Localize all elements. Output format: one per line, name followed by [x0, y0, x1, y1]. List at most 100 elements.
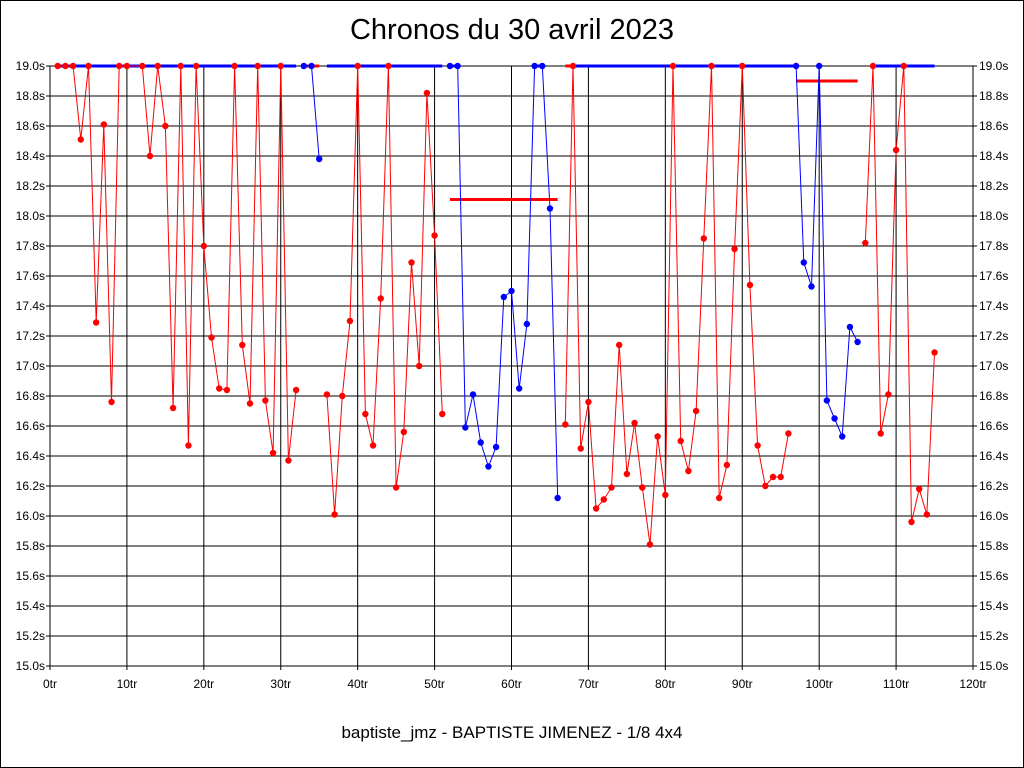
x-tick-label: 0tr	[43, 677, 57, 691]
data-point-red	[408, 259, 415, 266]
data-point-red	[292, 386, 300, 394]
data-point-red	[277, 62, 284, 70]
data-point-red	[692, 407, 700, 415]
data-point-blue	[316, 155, 323, 163]
data-point-red	[323, 391, 331, 398]
data-point-red	[331, 511, 338, 518]
data-point-red	[915, 485, 923, 493]
data-point-red	[85, 62, 92, 70]
y-tick-label-left: 17.6s	[16, 269, 45, 283]
data-point-red	[762, 482, 769, 490]
data-point-red	[739, 62, 746, 70]
data-point-red	[354, 62, 361, 70]
y-tick-label-right: 17.6s	[979, 269, 1008, 283]
data-point-blue	[508, 287, 515, 295]
data-point-red	[646, 541, 654, 548]
data-point-blue	[454, 62, 461, 70]
data-point-red	[685, 467, 692, 475]
data-point-blue	[846, 323, 854, 331]
data-point-red	[208, 334, 215, 341]
data-point-red	[385, 62, 392, 70]
data-point-red	[346, 317, 354, 325]
y-tick-label-right: 19.0s	[979, 59, 1008, 73]
data-point-red	[239, 341, 246, 349]
data-point-red	[569, 62, 577, 70]
data-point-red	[200, 242, 208, 250]
data-point-red	[285, 457, 292, 464]
data-point-red	[869, 62, 877, 70]
data-point-red	[100, 121, 108, 128]
data-point-blue	[531, 62, 538, 70]
data-point-blue	[300, 62, 308, 70]
data-point-red	[62, 62, 69, 70]
data-point-blue	[539, 62, 546, 70]
y-tick-label-left: 17.2s	[16, 329, 45, 343]
y-tick-label-left: 17.0s	[16, 359, 45, 373]
y-tick-label-right: 15.0s	[979, 659, 1008, 673]
data-point-red	[123, 62, 131, 70]
data-point-red	[416, 362, 423, 370]
data-point-blue	[823, 397, 831, 404]
data-point-red	[723, 461, 731, 469]
data-point-red	[900, 62, 907, 70]
y-tick-label-right: 17.8s	[979, 239, 1008, 253]
y-tick-label-right: 17.2s	[979, 329, 1008, 343]
data-point-red	[223, 386, 231, 394]
data-point-red	[877, 430, 884, 437]
y-tick-label-left: 17.8s	[16, 239, 45, 253]
y-tick-label-left: 18.2s	[16, 179, 45, 193]
data-point-red	[177, 62, 184, 70]
data-point-blue	[792, 62, 800, 70]
y-tick-label-left: 17.4s	[16, 299, 45, 313]
data-point-red	[585, 398, 592, 406]
data-point-red	[269, 449, 277, 457]
y-tick-label-left: 15.2s	[16, 629, 45, 643]
data-point-red	[562, 421, 569, 428]
y-tick-label-left: 18.0s	[16, 209, 45, 223]
data-point-blue	[446, 62, 454, 70]
data-point-red	[746, 281, 754, 289]
series-line-red	[326, 65, 443, 515]
data-point-blue	[554, 494, 561, 502]
data-point-red	[431, 232, 438, 239]
x-tick-label: 20tr	[193, 677, 214, 691]
data-point-red	[654, 433, 661, 440]
y-tick-label-left: 16.4s	[16, 449, 45, 463]
y-tick-label-right: 16.8s	[979, 389, 1008, 403]
data-point-red	[154, 62, 161, 70]
data-point-red	[631, 419, 638, 427]
data-point-red	[139, 62, 146, 70]
data-point-red	[339, 392, 346, 400]
data-point-blue	[462, 424, 469, 431]
data-point-red	[54, 62, 61, 70]
y-tick-label-right: 17.0s	[979, 359, 1008, 373]
data-point-red	[392, 484, 400, 491]
y-tick-label-right: 16.0s	[979, 509, 1008, 523]
y-tick-label-right: 15.6s	[979, 569, 1008, 583]
data-point-red	[600, 496, 607, 503]
data-point-red	[92, 319, 100, 326]
chart-title: Chronos du 30 avril 2023	[349, 14, 675, 46]
x-tick-label: 40tr	[347, 677, 368, 691]
data-point-red	[931, 349, 938, 356]
y-tick-label-right: 18.4s	[979, 149, 1008, 163]
x-tick-label: 50tr	[424, 677, 445, 691]
data-point-red	[108, 398, 115, 406]
x-tick-label: 110tr	[883, 677, 909, 691]
data-point-blue	[477, 439, 484, 446]
y-tick-label-right: 16.2s	[979, 479, 1008, 493]
data-point-blue	[831, 415, 838, 422]
data-point-red	[246, 400, 254, 407]
data-point-red	[577, 445, 584, 452]
data-point-red	[769, 473, 777, 481]
y-tick-label-left: 16.6s	[16, 419, 45, 433]
data-point-red	[162, 122, 169, 130]
data-point-red	[715, 494, 723, 502]
data-point-blue	[808, 283, 815, 290]
y-tick-label-left: 16.8s	[16, 389, 45, 403]
data-point-red	[615, 341, 623, 349]
y-tick-label-left: 18.6s	[16, 119, 45, 133]
data-point-red	[116, 62, 123, 70]
data-point-red	[369, 442, 377, 449]
